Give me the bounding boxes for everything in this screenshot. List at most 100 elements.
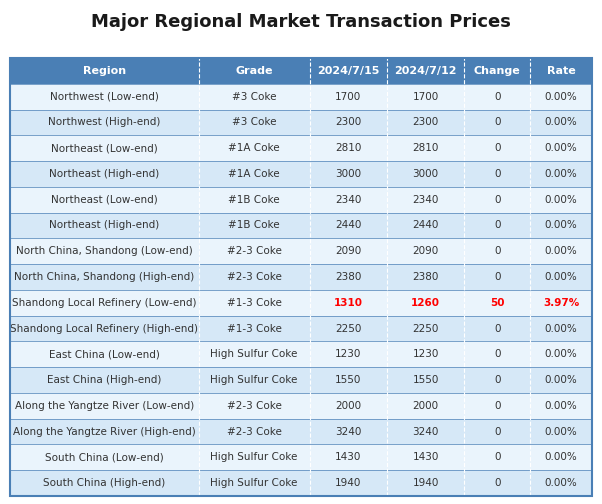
Text: North China, Shandong (Low-end): North China, Shandong (Low-end)	[16, 246, 193, 256]
Text: 2810: 2810	[335, 143, 362, 153]
Text: 2440: 2440	[335, 220, 362, 230]
Bar	[10, 367, 592, 393]
Text: 2000: 2000	[412, 401, 439, 411]
Text: 0: 0	[494, 426, 500, 436]
Text: 2000: 2000	[335, 401, 361, 411]
Bar	[10, 187, 592, 213]
Text: 0: 0	[494, 117, 500, 128]
Text: 0: 0	[494, 220, 500, 230]
Text: 2090: 2090	[412, 246, 439, 256]
Text: 0.00%: 0.00%	[545, 246, 577, 256]
Text: 1430: 1430	[412, 453, 439, 462]
Text: #1-3 Coke: #1-3 Coke	[227, 324, 282, 334]
Text: East China (Low-end): East China (Low-end)	[49, 349, 160, 359]
Text: 0.00%: 0.00%	[545, 169, 577, 179]
Text: #1A Coke: #1A Coke	[228, 143, 280, 153]
Bar	[10, 290, 592, 316]
Bar	[10, 58, 592, 496]
Text: South China (Low-end): South China (Low-end)	[45, 453, 164, 462]
Text: 0: 0	[494, 375, 500, 385]
Bar	[10, 445, 592, 470]
Bar	[10, 470, 592, 496]
Text: High Sulfur Coke: High Sulfur Coke	[211, 375, 298, 385]
Text: 1940: 1940	[412, 478, 439, 488]
Text: 0: 0	[494, 349, 500, 359]
Bar	[10, 161, 592, 187]
Text: 0.00%: 0.00%	[545, 220, 577, 230]
Text: 2440: 2440	[412, 220, 439, 230]
Text: 0.00%: 0.00%	[545, 143, 577, 153]
Text: 2300: 2300	[335, 117, 361, 128]
Text: North China, Shandong (High-end): North China, Shandong (High-end)	[14, 272, 194, 282]
Text: #1B Coke: #1B Coke	[228, 220, 280, 230]
Text: 1940: 1940	[335, 478, 362, 488]
Text: 1230: 1230	[335, 349, 362, 359]
Text: Rate: Rate	[547, 66, 576, 76]
Text: Major Regional Market Transaction Prices: Major Regional Market Transaction Prices	[91, 13, 511, 31]
Text: #1B Coke: #1B Coke	[228, 195, 280, 205]
Text: 2090: 2090	[335, 246, 361, 256]
Text: 2024/7/15: 2024/7/15	[317, 66, 379, 76]
Text: Northeast (Low-end): Northeast (Low-end)	[51, 195, 158, 205]
Text: Shandong Local Refinery (Low-end): Shandong Local Refinery (Low-end)	[12, 298, 196, 308]
Text: 0.00%: 0.00%	[545, 453, 577, 462]
Text: 1700: 1700	[412, 92, 439, 102]
Text: Change: Change	[474, 66, 521, 76]
Text: #2-3 Coke: #2-3 Coke	[227, 272, 282, 282]
Text: 2250: 2250	[412, 324, 439, 334]
Text: 0.00%: 0.00%	[545, 375, 577, 385]
Text: 0.00%: 0.00%	[545, 478, 577, 488]
Text: #2-3 Coke: #2-3 Coke	[227, 426, 282, 436]
Text: 1230: 1230	[412, 349, 439, 359]
Text: 0.00%: 0.00%	[545, 272, 577, 282]
Text: Shandong Local Refinery (High-end): Shandong Local Refinery (High-end)	[10, 324, 198, 334]
Text: 1310: 1310	[334, 298, 363, 308]
Text: 0.00%: 0.00%	[545, 349, 577, 359]
Text: #3 Coke: #3 Coke	[232, 117, 276, 128]
Text: 3.97%: 3.97%	[543, 298, 579, 308]
Text: 3240: 3240	[335, 426, 362, 436]
Text: 0: 0	[494, 169, 500, 179]
Text: Northwest (Low-end): Northwest (Low-end)	[50, 92, 159, 102]
Bar	[10, 419, 592, 445]
Text: 0.00%: 0.00%	[545, 92, 577, 102]
Text: 0: 0	[494, 453, 500, 462]
Bar	[10, 213, 592, 238]
Text: 0: 0	[494, 272, 500, 282]
Bar	[10, 264, 592, 290]
Text: 0.00%: 0.00%	[545, 401, 577, 411]
Text: High Sulfur Coke: High Sulfur Coke	[211, 478, 298, 488]
Text: 0.00%: 0.00%	[545, 195, 577, 205]
Text: South China (High-end): South China (High-end)	[43, 478, 166, 488]
Text: 2250: 2250	[335, 324, 362, 334]
Bar	[10, 393, 592, 419]
Text: #3 Coke: #3 Coke	[232, 92, 276, 102]
Text: High Sulfur Coke: High Sulfur Coke	[211, 349, 298, 359]
Bar	[10, 238, 592, 264]
Text: 0.00%: 0.00%	[545, 324, 577, 334]
Text: 0: 0	[494, 324, 500, 334]
Text: 0: 0	[494, 246, 500, 256]
Text: 0: 0	[494, 195, 500, 205]
Bar	[10, 135, 592, 161]
Text: 0.00%: 0.00%	[545, 117, 577, 128]
Text: Northwest (High-end): Northwest (High-end)	[48, 117, 161, 128]
Text: 3000: 3000	[412, 169, 439, 179]
Text: 0: 0	[494, 401, 500, 411]
Text: 1550: 1550	[335, 375, 362, 385]
Text: 3240: 3240	[412, 426, 439, 436]
Bar	[10, 341, 592, 367]
Text: 2300: 2300	[412, 117, 439, 128]
Text: #2-3 Coke: #2-3 Coke	[227, 401, 282, 411]
Text: Northeast (Low-end): Northeast (Low-end)	[51, 143, 158, 153]
Text: 0: 0	[494, 478, 500, 488]
Text: 1550: 1550	[412, 375, 439, 385]
Text: 3000: 3000	[335, 169, 361, 179]
Text: 0: 0	[494, 92, 500, 102]
Text: Along the Yangtze River (Low-end): Along the Yangtze River (Low-end)	[14, 401, 194, 411]
Text: #1A Coke: #1A Coke	[228, 169, 280, 179]
Text: 1260: 1260	[411, 298, 440, 308]
Text: Grade: Grade	[235, 66, 273, 76]
Bar	[10, 109, 592, 135]
Text: 0: 0	[494, 143, 500, 153]
